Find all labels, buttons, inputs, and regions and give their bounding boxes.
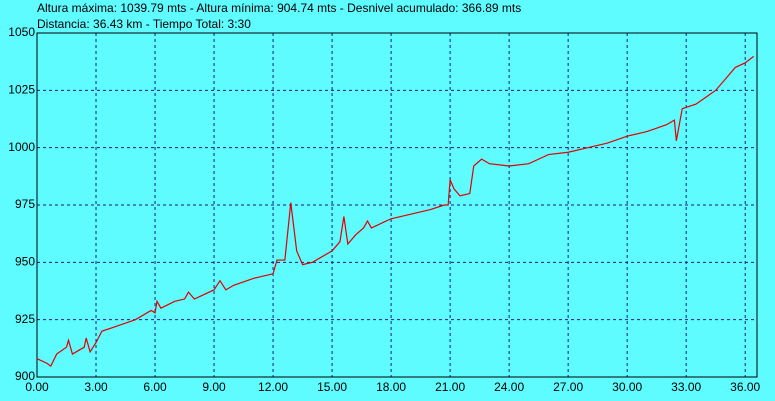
x-tick-label: 3.00 <box>84 380 108 394</box>
x-tick-label: 12.00 <box>258 380 288 394</box>
x-tick-label: 36.00 <box>730 380 760 394</box>
x-tick-label: 21.00 <box>435 380 465 394</box>
y-tick-label: 1000 <box>8 140 35 154</box>
x-tick-label: 27.00 <box>553 380 583 394</box>
y-tick-label: 1050 <box>8 25 35 39</box>
x-tick-label: 24.00 <box>494 380 524 394</box>
y-tick-label: 900 <box>15 369 35 383</box>
y-tick-label: 950 <box>15 255 35 269</box>
y-tick-label: 925 <box>15 312 35 326</box>
header-line: Altura máxima: 1039.79 mts - Altura míni… <box>37 1 521 15</box>
x-tick-label: 6.00 <box>143 380 167 394</box>
y-tick-label: 1025 <box>8 83 35 97</box>
x-tick-label: 30.00 <box>612 380 642 394</box>
header-line: Distancia: 36.43 km - Tiempo Total: 3:30 <box>37 17 251 31</box>
x-tick-label: 9.00 <box>202 380 226 394</box>
elevation-line <box>36 55 755 368</box>
x-tick-label: 15.00 <box>317 380 347 394</box>
x-tick-label: 33.00 <box>671 380 701 394</box>
y-tick-label: 975 <box>15 197 35 211</box>
x-tick-label: 0.00 <box>25 380 49 394</box>
x-tick-label: 18.00 <box>376 380 406 394</box>
plot-border <box>36 32 758 378</box>
